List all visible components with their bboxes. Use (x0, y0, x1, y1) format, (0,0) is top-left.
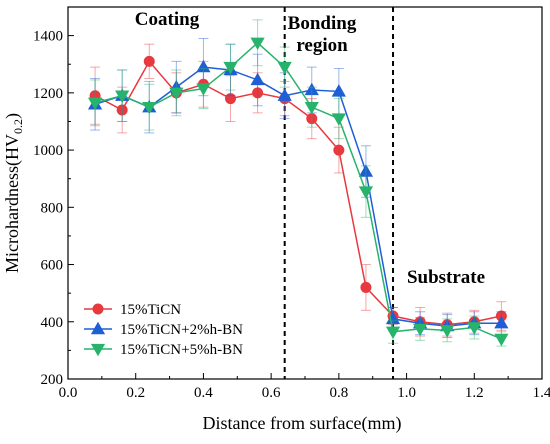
data-point (304, 101, 319, 115)
x-tick-label: 0.8 (329, 385, 348, 401)
data-point (358, 164, 374, 177)
data-point (116, 104, 128, 116)
data-point (331, 113, 346, 126)
data-point (467, 322, 482, 335)
data-point (250, 72, 265, 86)
x-axis-title: Distance from surface(mm) (203, 413, 402, 434)
data-point (494, 333, 509, 347)
legend-label: 15%TiCN+5%h-BN (120, 342, 243, 358)
y-tick-label: 1200 (33, 86, 63, 102)
y-axis-title: Microhardness(HV0.2) (2, 113, 25, 273)
legend-marker-shape (90, 321, 106, 335)
data-point (142, 101, 157, 115)
series-3 (87, 19, 509, 347)
data-point (169, 87, 184, 101)
data-point (331, 84, 346, 97)
data-point (440, 325, 455, 338)
data-point (304, 82, 319, 96)
legend-label: 15%TiCN+2%h-BN (120, 322, 243, 338)
data-point (277, 61, 292, 75)
data-point (277, 88, 292, 101)
data-point (196, 59, 211, 73)
x-tick-label: 0.2 (126, 385, 145, 401)
y-tick-label: 600 (41, 258, 64, 274)
x-tick-label: 0.4 (194, 385, 213, 401)
x-tick-label: 1.4 (533, 385, 550, 401)
legend: 15%TiCN 15%TiCN+2%h-BN 15%TiCN+5%h-BN (84, 302, 243, 358)
data-point (223, 61, 238, 75)
data-point (494, 315, 509, 329)
data-point (115, 90, 130, 103)
y-tick-label: 400 (41, 315, 64, 331)
y-axis-title-close: ) (2, 113, 23, 119)
y-tick-label: 200 (41, 372, 64, 388)
data-point (413, 323, 428, 337)
x-tick-label: 1.0 (397, 385, 416, 401)
legend-marker-shape (90, 343, 106, 357)
data-point (87, 97, 103, 111)
legend-marker (90, 321, 106, 335)
x-tick-label: 1.2 (465, 385, 484, 401)
x-tick-label: 0.6 (262, 385, 281, 401)
legend-marker-shape (92, 303, 104, 315)
data-point (225, 93, 237, 105)
y-axis-title-main: Microhardness(HV (2, 134, 23, 273)
legend-item-3: 15%TiCN+5%h-BN (84, 342, 243, 358)
legend-item-1: 15%TiCN (84, 302, 181, 318)
region-label-region: region (296, 35, 348, 56)
y-axis-title-subscript: 0.2 (11, 119, 25, 134)
legend-label: 15%TiCN (120, 302, 181, 318)
data-point (385, 326, 401, 340)
region-label-coating: Coating (135, 9, 200, 30)
y-tick-label: 1400 (33, 29, 63, 45)
legend-item-2: 15%TiCN+2%h-BN (84, 321, 243, 338)
series-line (94, 66, 502, 327)
data-point (143, 55, 155, 67)
region-label-bonding: Bonding (288, 13, 357, 34)
region-label-substrate: Substrate (407, 267, 485, 288)
series-layer (87, 19, 509, 347)
data-point (360, 281, 372, 293)
series-2 (87, 37, 509, 339)
data-point (250, 37, 265, 51)
data-point (252, 87, 264, 99)
x-tick-label: 0.0 (59, 385, 78, 401)
y-tick-label: 1000 (33, 143, 63, 159)
legend-marker (90, 343, 106, 357)
series-line (94, 60, 502, 326)
axis-ticks: 0.0 0.2 0.4 0.6 0.8 1.0 1.2 1.4 200 400 600 800 1000… (33, 29, 550, 401)
y-tick-label: 800 (41, 200, 64, 216)
region-boundaries (283, 7, 395, 379)
legend-marker (92, 303, 104, 315)
data-point (333, 144, 345, 156)
series-line (94, 41, 502, 340)
data-point (196, 83, 211, 96)
data-point (358, 186, 374, 199)
